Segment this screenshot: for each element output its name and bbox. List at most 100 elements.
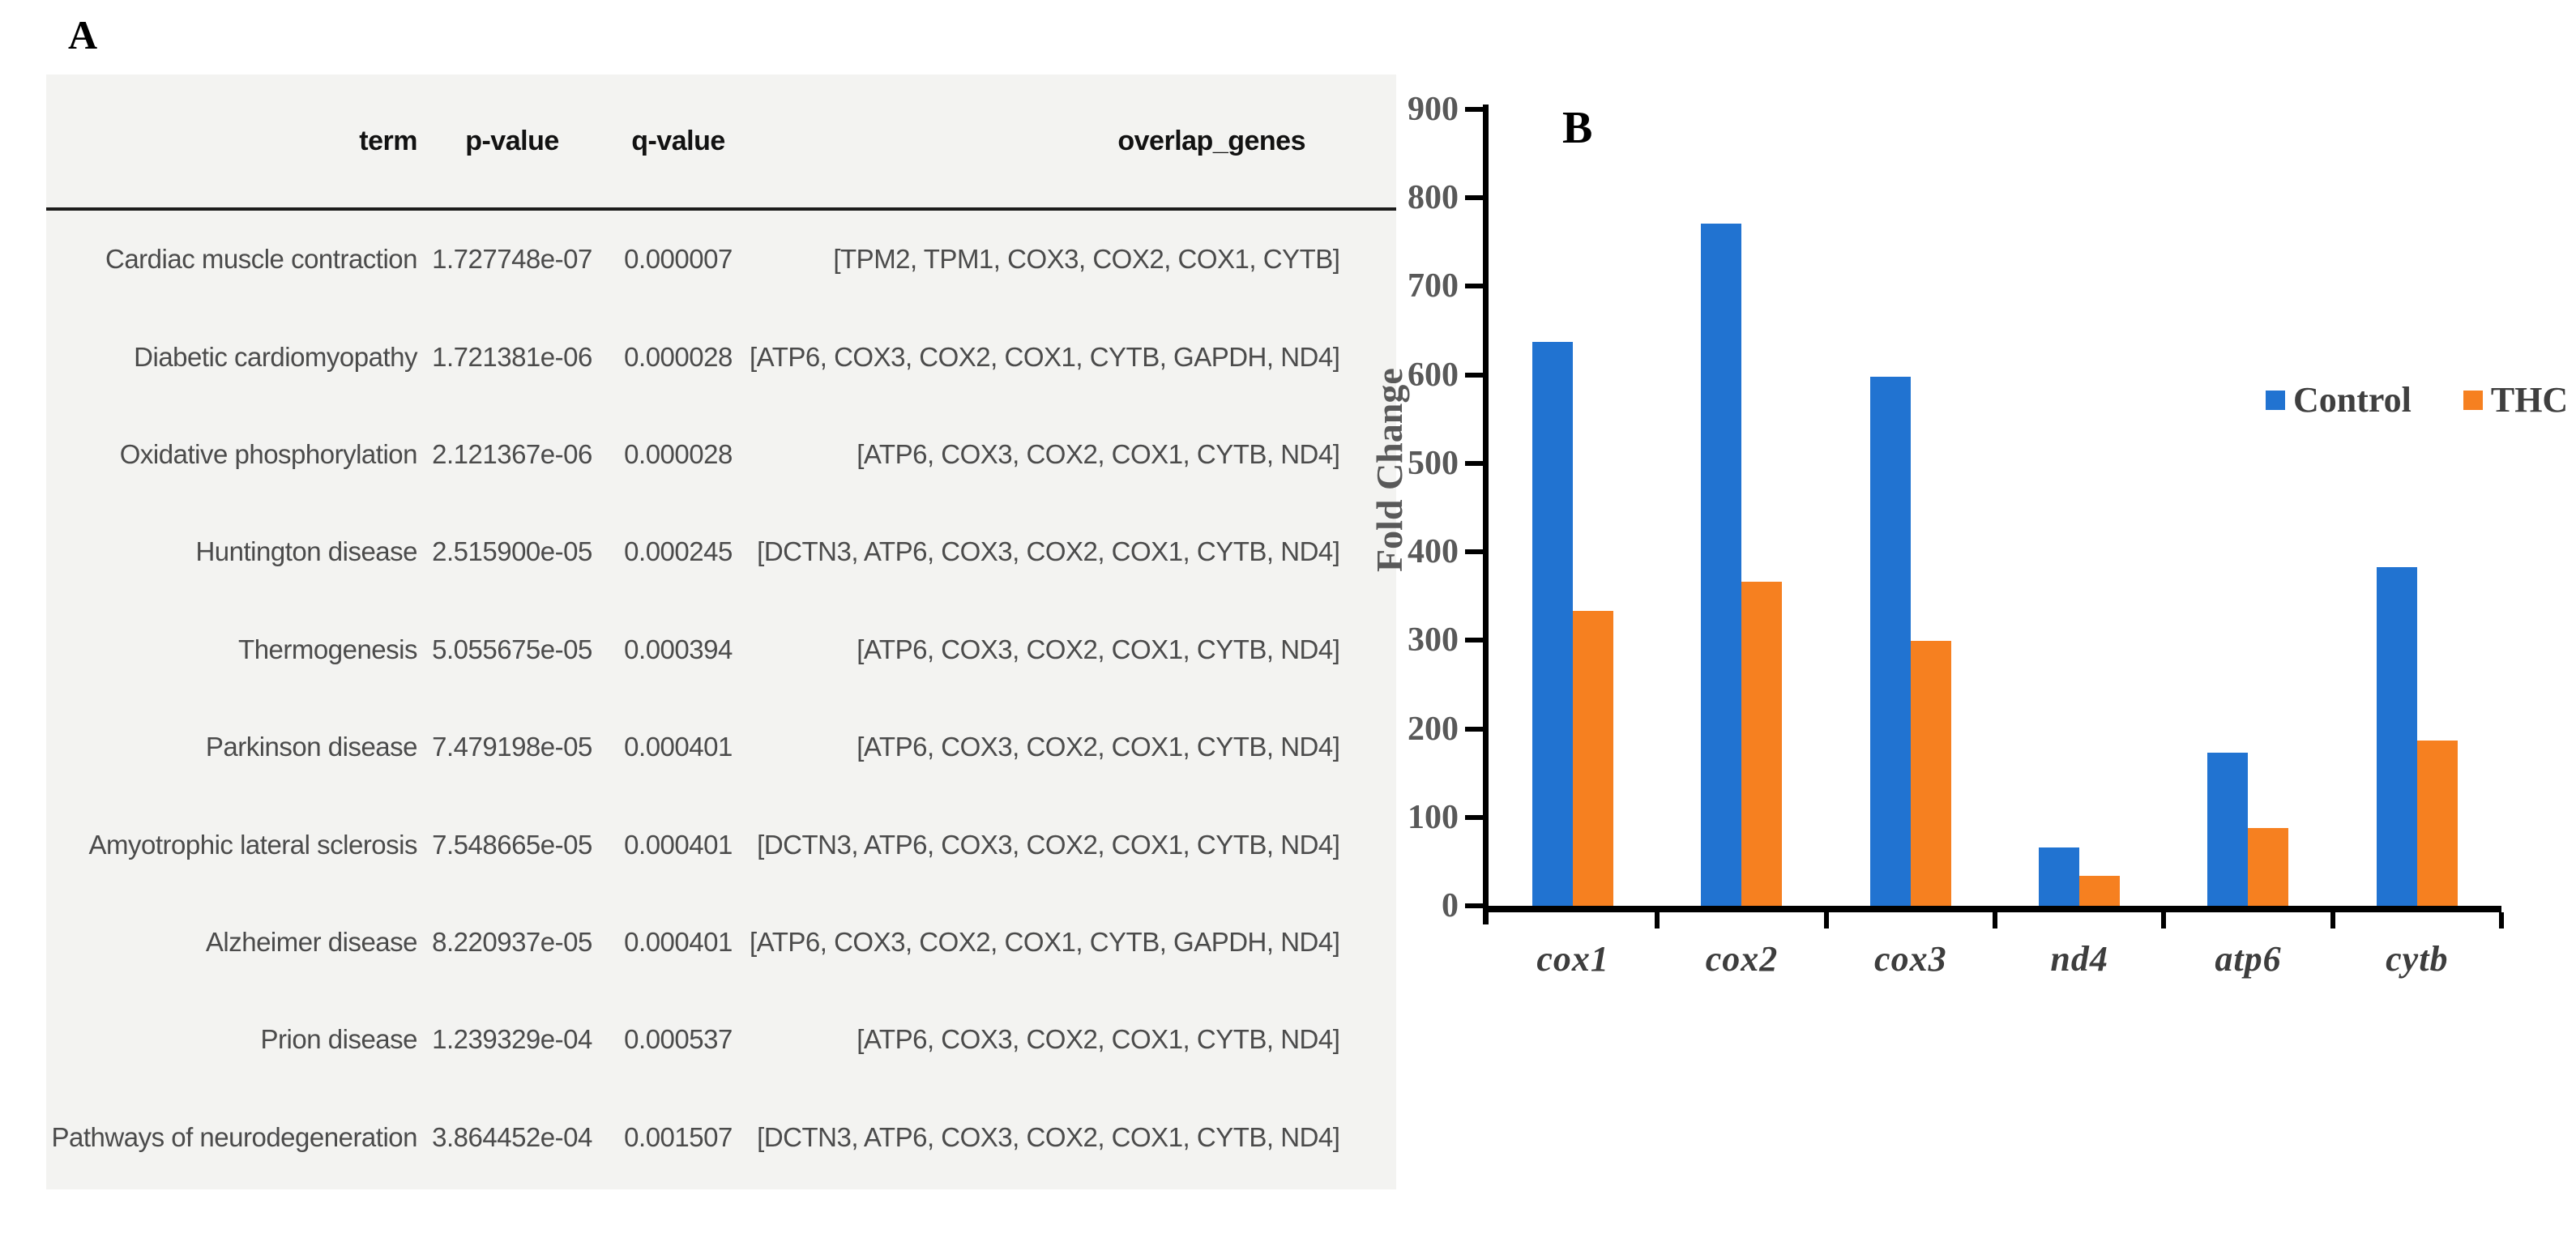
- y-axis-tick: [1465, 372, 1483, 378]
- table-row: Thermogenesis 5.055675e-05 0.000394 [ATP6, …: [46, 601, 1430, 698]
- legend-label-thc: THC: [2490, 380, 2569, 420]
- cell-qval: 0.000401: [624, 829, 733, 860]
- cell-term: Oxidative phosphorylation: [119, 438, 418, 469]
- bar-group-nd4: nd4: [1995, 109, 2164, 979]
- table-row: Parkinson disease 7.479198e-05 0.000401 [AT…: [46, 698, 1430, 796]
- table-row: Prion disease 1.239329e-04 0.000537 [ATP6, …: [46, 991, 1430, 1088]
- control-bar-cox1: [1532, 342, 1574, 906]
- x-axis-tick: [2161, 912, 2167, 928]
- legend-swatch-thc: [2463, 390, 2483, 410]
- cell-pval: 1.727748e-07: [432, 244, 592, 275]
- control-bar-atp6: [2207, 753, 2249, 906]
- bar-chart-plot-area: cox1 cox2 cox3 nd4 atp6 cytb 0 100 200 300 400 500…: [1408, 91, 2504, 979]
- column-header-overlap-genes: overlap_genes: [1117, 125, 1305, 156]
- panel-b-label: B: [1562, 103, 1593, 153]
- cell-qval: 0.000245: [624, 536, 733, 567]
- column-header-p-value: p-value: [465, 125, 559, 156]
- table-row: Oxidative phosphorylation 2.121367e-06 0.0…: [46, 406, 1430, 503]
- cell-genes: [DCTN3, ATP6, COX3, COX2, COX1, CYTB, ND…: [757, 829, 1340, 860]
- cell-genes: [ATP6, COX3, COX2, COX1, CYTB, ND4]: [857, 1024, 1340, 1055]
- table-row: Cardiac muscle contraction 1.727748e-07 0.…: [46, 211, 1430, 308]
- table-row: Alzheimer disease 8.220937e-05 0.000401 [AT…: [46, 894, 1430, 991]
- x-axis-tick: [1823, 912, 1829, 928]
- thc-bar-nd4: [2079, 875, 2121, 906]
- cell-genes: [DCTN3, ATP6, COX3, COX2, COX1, CYTB, ND…: [757, 1121, 1340, 1152]
- category-label-atp6: atp6: [2215, 939, 2282, 979]
- y-axis-tick: [1465, 284, 1483, 289]
- cell-qval: 0.000028: [624, 438, 733, 469]
- cell-term: Pathways of neurodegeneration: [51, 1121, 418, 1152]
- table-row: Pathways of neurodegeneration 3.864452e-0…: [46, 1089, 1430, 1186]
- y-axis-tick: [1465, 903, 1483, 908]
- bar-group-cox1: cox1: [1489, 109, 1657, 979]
- cell-term: Prion disease: [260, 1024, 418, 1055]
- x-axis-tick: [1993, 912, 1997, 928]
- cell-term: Parkinson disease: [205, 732, 418, 762]
- cell-pval: 8.220937e-05: [432, 926, 592, 957]
- table-header-row: term p-value q-value overlap_genes: [46, 75, 1396, 211]
- x-axis-tick: [2330, 912, 2335, 928]
- bar-groups: cox1 cox2 cox3 nd4 atp6 cytb: [1489, 109, 2501, 979]
- cell-genes: [ATP6, COX3, COX2, COX1, CYTB, ND4]: [857, 634, 1340, 664]
- cell-genes: [TPM2, TPM1, COX3, COX2, COX1, CYTB]: [833, 244, 1340, 275]
- thc-bar-cox2: [1741, 582, 1783, 906]
- bar-group-atp6: atp6: [2164, 109, 2332, 979]
- cell-genes: [ATP6, COX3, COX2, COX1, CYTB, GAPDH, ND…: [750, 341, 1340, 372]
- y-axis-tick-label: 700: [1408, 267, 1459, 305]
- x-axis-line: [1483, 906, 2501, 912]
- cell-qval: 0.000028: [624, 341, 733, 372]
- table-row: Amyotrophic lateral sclerosis 7.548665e-0…: [46, 796, 1430, 893]
- cell-pval: 3.864452e-04: [432, 1121, 592, 1152]
- category-label-nd4: nd4: [2050, 939, 2108, 979]
- control-bar-cytb: [2376, 566, 2417, 906]
- thc-bar-cox3: [1910, 641, 1951, 906]
- cell-qval: 0.000401: [624, 732, 733, 762]
- cell-genes: [DCTN3, ATP6, COX3, COX2, COX1, CYTB, ND…: [757, 536, 1340, 567]
- y-axis-tick-label: 300: [1408, 621, 1459, 660]
- cell-pval: 2.515900e-05: [432, 536, 592, 567]
- cell-pval: 1.239329e-04: [432, 1024, 592, 1055]
- category-label-cox3: cox3: [1874, 939, 1947, 979]
- table-row: Diabetic cardiomyopathy 1.721381e-06 0.000…: [46, 308, 1430, 405]
- table-row: Huntington disease 2.515900e-05 0.000245 [D…: [46, 503, 1430, 600]
- cell-genes: [ATP6, COX3, COX2, COX1, CYTB, GAPDH, ND…: [750, 926, 1340, 957]
- cell-qval: 0.000537: [624, 1024, 733, 1055]
- control-bar-nd4: [2039, 847, 2080, 906]
- x-axis-tick: [2499, 912, 2504, 928]
- thc-bar-cytb: [2416, 740, 2458, 906]
- y-axis-tick-label: 600: [1408, 356, 1459, 394]
- category-label-cytb: cytb: [2386, 939, 2449, 979]
- chart-legend: Control THC: [2266, 379, 2568, 420]
- y-axis-tick-label: 400: [1408, 533, 1459, 571]
- legend-item-thc: THC: [2463, 379, 2568, 420]
- y-axis-tick-label: 200: [1408, 710, 1459, 748]
- cell-pval: 1.721381e-06: [432, 341, 592, 372]
- control-bar-cox2: [1701, 223, 1742, 906]
- cell-pval: 7.548665e-05: [432, 829, 592, 860]
- cell-term: Amyotrophic lateral sclerosis: [88, 829, 418, 860]
- bar-group-cox2: cox2: [1657, 109, 1826, 979]
- cell-term: Thermogenesis: [238, 634, 417, 664]
- y-axis-tick: [1465, 726, 1483, 732]
- x-axis-tick: [1655, 912, 1660, 928]
- legend-item-control: Control: [2266, 379, 2412, 420]
- panel-a-label: A: [68, 12, 98, 58]
- cell-term: Diabetic cardiomyopathy: [134, 341, 417, 372]
- table-body: Cardiac muscle contraction 1.727748e-07 0.…: [46, 211, 1396, 1186]
- cell-term: Huntington disease: [195, 536, 417, 567]
- y-axis-tick: [1465, 195, 1483, 201]
- y-axis-tick: [1465, 549, 1483, 555]
- y-axis-line: [1483, 105, 1489, 924]
- column-header-term: term: [359, 125, 417, 156]
- cell-genes: [ATP6, COX3, COX2, COX1, CYTB, ND4]: [857, 732, 1340, 762]
- y-axis-tick-label: 500: [1408, 444, 1459, 482]
- y-axis-tick-label: 0: [1442, 887, 1459, 924]
- y-axis-tick: [1465, 460, 1483, 466]
- cell-qval: 0.001507: [624, 1121, 733, 1152]
- bar-group-cox3: cox3: [1826, 109, 1995, 979]
- category-label-cox1: cox1: [1536, 939, 1609, 979]
- y-axis-tick-label: 100: [1408, 798, 1459, 836]
- cell-pval: 2.121367e-06: [432, 438, 592, 469]
- enrichment-table: term p-value q-value overlap_genes Cardi…: [46, 75, 1396, 1189]
- bar-group-cytb: cytb: [2333, 109, 2501, 979]
